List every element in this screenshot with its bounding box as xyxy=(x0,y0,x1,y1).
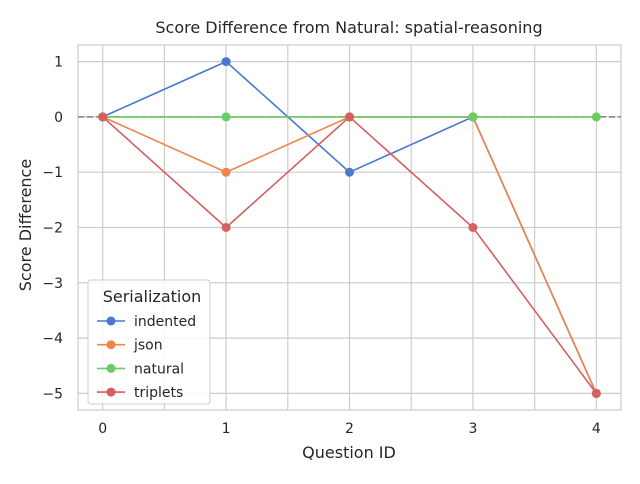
x-tick-label: 2 xyxy=(345,421,354,437)
x-tick-label: 1 xyxy=(222,421,231,437)
legend-label: triplets xyxy=(134,385,183,401)
data-point xyxy=(591,388,601,398)
x-tick-label: 0 xyxy=(98,421,107,437)
data-point xyxy=(345,112,354,122)
y-tick-label: 1 xyxy=(54,55,63,71)
x-tick-label: 4 xyxy=(592,421,601,437)
data-point xyxy=(221,57,231,67)
legend-label: indented xyxy=(134,314,196,330)
legend-title: Serialization xyxy=(103,287,202,306)
legend-swatch-marker xyxy=(106,363,116,373)
y-axis-label: Score Difference xyxy=(16,159,35,291)
plot-frame xyxy=(77,44,622,411)
legend-swatch-marker xyxy=(106,387,116,397)
legend-item: indented xyxy=(97,314,196,330)
y-tick-label: −2 xyxy=(42,221,63,237)
data-point xyxy=(221,167,231,177)
y-tick-label: −5 xyxy=(42,386,63,402)
legend-item: triplets xyxy=(97,385,183,401)
y-tick-label: −3 xyxy=(42,276,63,292)
x-tick-label: 3 xyxy=(468,421,477,437)
legend-item: natural xyxy=(97,361,184,377)
y-tick-label: 0 xyxy=(54,110,63,126)
x-axis-label: Question ID xyxy=(302,443,396,462)
y-tick-label: −4 xyxy=(42,331,63,347)
data-point xyxy=(98,112,108,122)
data-point xyxy=(468,112,478,122)
legend: Serialization indented json natural triplets xyxy=(87,279,211,405)
data-point xyxy=(468,223,478,232)
y-tick-label: −1 xyxy=(42,165,63,181)
legend-swatch-marker xyxy=(106,340,116,350)
legend-item: json xyxy=(97,338,163,354)
data-point xyxy=(221,112,231,122)
legend-swatch-marker xyxy=(106,316,116,326)
chart-title: Score Difference from Natural: spatial-r… xyxy=(155,18,542,37)
legend-box xyxy=(87,279,211,405)
legend-label: natural xyxy=(134,361,184,377)
tick-label-group: 0 1 2 3 4 1 0 −1 −2 −3 −4 −5 xyxy=(42,55,600,437)
data-point xyxy=(221,223,231,232)
data-point xyxy=(591,112,601,122)
legend-label: json xyxy=(133,338,163,354)
data-point xyxy=(345,167,354,177)
series-triplets xyxy=(98,112,601,398)
